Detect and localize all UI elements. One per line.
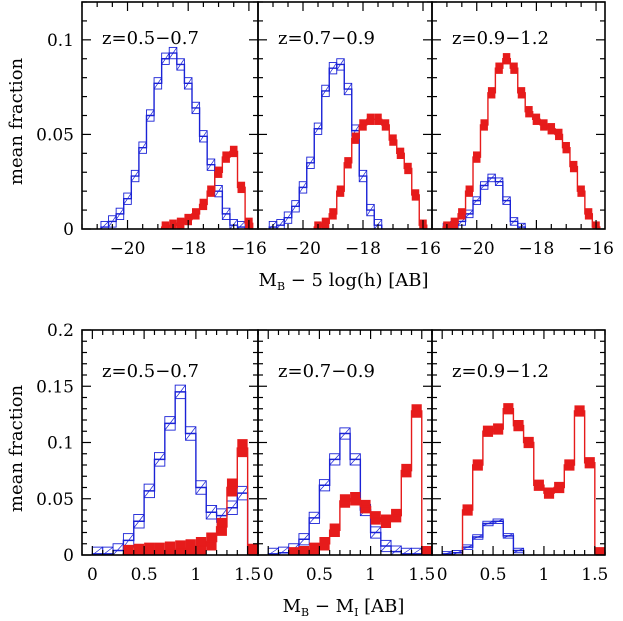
top-ytick-label: 0.1: [47, 31, 74, 51]
bottom-panel-1-xtick-label: 1: [190, 565, 201, 585]
bottom-panel-2-red-histogram-line: [288, 410, 433, 555]
top-panel-3-xtick-label: −20: [459, 239, 495, 259]
bottom-panel-3-xtick-label: 0.5: [480, 565, 507, 585]
top-panel-1-blue-histogram-line: [100, 52, 246, 229]
bottom-panel-2-red-error-box: [288, 547, 299, 555]
top-panel-2-xtick-label: −16: [405, 239, 441, 259]
bottom-panel-2-redshift-label: z=0.7−0.9: [278, 361, 375, 382]
bottom-panel-1-red-error-box: [123, 544, 134, 555]
bottom-panel-2-blue-hatch: [390, 545, 402, 556]
top-panel-1-xtick-label: −18: [170, 239, 206, 259]
bottom-panel-1-xtick-label: 1.5: [234, 565, 261, 585]
bottom-panel-2-xtick-label: 1: [365, 565, 376, 585]
bottom-panel-1-red-error-box: [154, 542, 165, 555]
bottom-panel-2-xtick-label: 0: [263, 565, 274, 585]
bottom-panel-2-blue-hatch: [278, 546, 289, 556]
bottom-panel-1-red-error-box: [133, 543, 145, 555]
top-ytick-label: 0.05: [36, 125, 74, 145]
top-panel-1-red-histogram-line: [160, 150, 254, 229]
bottom-panel-1-red-error-box: [164, 541, 176, 555]
top-panel-2-xtick-label: −18: [345, 239, 381, 259]
top-panel-3-xtick-label: −18: [518, 239, 554, 259]
top-panel-1-blue-hatch: [100, 221, 109, 230]
top-panel-1-red-error-box: [161, 221, 170, 229]
bottom-panel-3-xtick-label: 1: [539, 565, 550, 585]
bottom-panel-1-red-error-box: [175, 540, 186, 555]
top-panel-2-redshift-label: z=0.7−0.9: [278, 28, 375, 49]
top-ytick-label: 0: [63, 220, 74, 240]
top-panel-2-red-histogram-line: [313, 118, 428, 229]
top-panel-1-xtick-label: −16: [231, 239, 267, 259]
bottom-panel-1-xtick-label: 0.5: [131, 565, 158, 585]
bottom-panel-3-xtick-label: 0: [437, 565, 448, 585]
top-xlabel: MB − 5 log(h) [AB]: [259, 270, 429, 293]
bottom-panel-3-xtick-label: 1.5: [581, 565, 608, 585]
bottom-panel-1-blue-hatch: [112, 543, 124, 556]
top-panel-2-xtick-label: −20: [285, 239, 321, 259]
bottom-ytick-label: 0.15: [36, 377, 74, 397]
bottom-panel-2-red-error-box: [298, 546, 310, 555]
top-panel-3-redshift-label: z=0.9−1.2: [452, 28, 549, 49]
top-panel-3-xtick-label: −16: [578, 239, 614, 259]
bottom-panel-3-red-error-box: [594, 547, 605, 555]
bottom-panel-1-red-error-box: [185, 539, 196, 555]
bottom-panel-2-red-error-box: [421, 546, 432, 555]
bottom-panel-2-xtick-label: 0.5: [306, 565, 333, 585]
bottom-ytick-label: 0.1: [47, 434, 74, 454]
bottom-ylabel: mean fraction: [6, 384, 27, 512]
bottom-panel-1-xtick-label: 0: [87, 565, 98, 585]
top-panel-1-xtick-label: −20: [110, 239, 146, 259]
bottom-panel-1-red-error-box: [144, 542, 155, 555]
bottom-panel-2-xtick-label: 1.5: [408, 565, 435, 585]
top-panel-2-blue-histogram-line: [268, 63, 383, 229]
bottom-panel-3-red-histogram-line: [461, 408, 606, 555]
bottom-ytick-label: 0.05: [36, 490, 74, 510]
bottom-panel-1-red-error-box: [247, 543, 258, 555]
top-panel-1-redshift-label: z=0.5−0.7: [102, 28, 199, 49]
bottom-panel-3-redshift-label: z=0.9−1.2: [452, 361, 549, 382]
top-panel-2-blue-hatch: [276, 219, 285, 230]
top-panel-1-blue-hatch: [237, 221, 246, 230]
top-ylabel: mean fraction: [6, 57, 27, 185]
bottom-panel-1-redshift-label: z=0.5−0.7: [102, 361, 199, 382]
bottom-ytick-label: 0.2: [47, 321, 74, 341]
top-panel-3-red-histogram-line: [442, 58, 601, 229]
bottom-ytick-label: 0: [63, 546, 74, 566]
bottom-xlabel: MB − MI [AB]: [283, 596, 405, 619]
